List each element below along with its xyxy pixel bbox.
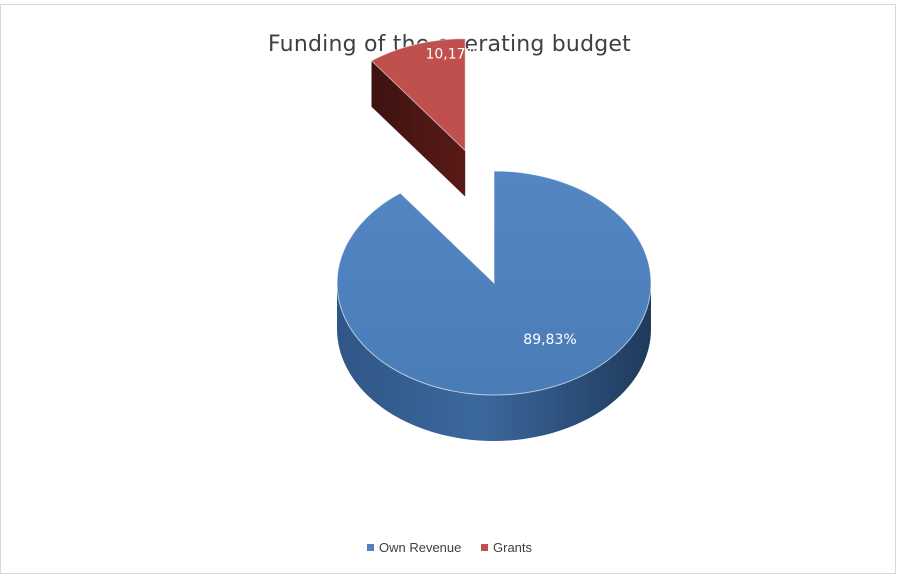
slice-own-revenue-side xyxy=(337,283,651,441)
legend-label-grants: Grants xyxy=(493,540,533,555)
legend-swatch-grants xyxy=(481,544,488,552)
data-label-grants: 10,17% xyxy=(425,47,478,63)
legend-label-own-revenue: Own Revenue xyxy=(378,540,462,555)
slice-own-revenue xyxy=(336,170,652,396)
legend-item-own-revenue: Own Revenue xyxy=(366,540,462,555)
slice-grants-side xyxy=(371,60,466,197)
legend-item-grants: Grants xyxy=(481,540,532,555)
data-label-own-revenue: 89,83% xyxy=(523,332,576,348)
slice-grants xyxy=(370,38,466,152)
legend-swatch-own-revenue xyxy=(366,544,374,552)
legend: Own Revenue Grants xyxy=(0,540,899,555)
